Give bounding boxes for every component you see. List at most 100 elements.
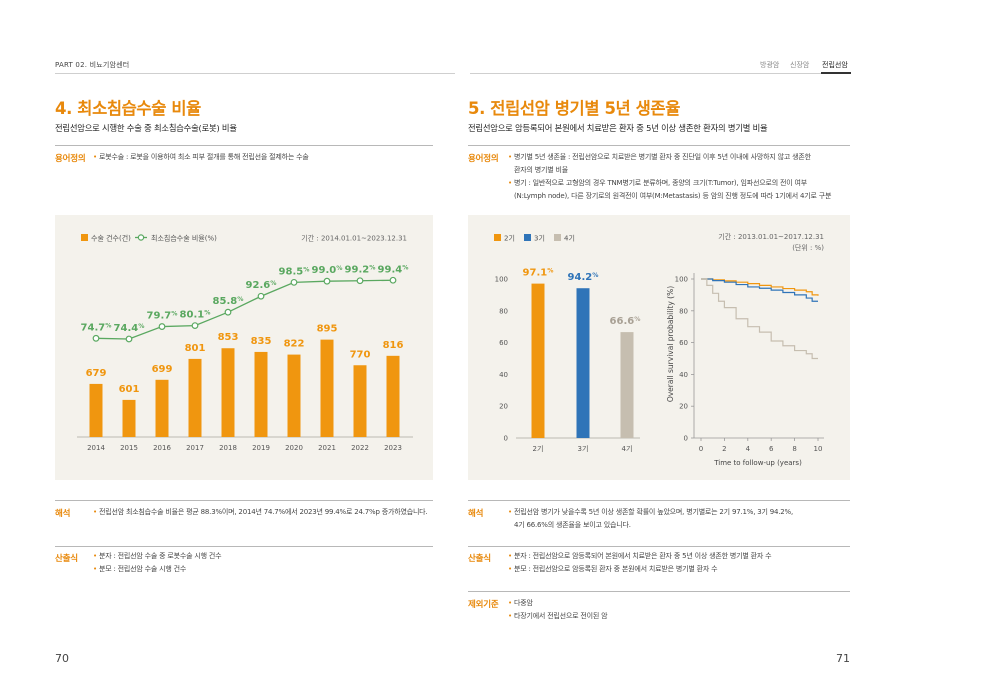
surgery-count-label: 853 — [218, 332, 239, 343]
interpretation-label-right: 해석 — [468, 509, 484, 519]
nav-active-indicator — [821, 72, 851, 74]
stage-survival-label: 97.1% — [523, 268, 554, 279]
stage-survival-label: 94.2% — [568, 272, 599, 283]
definition-line-3-right: • 병기 : 일반적으로 고형암의 경우 TNM병기로 분류하며, 종양의 크기… — [508, 179, 807, 187]
x-tick-year: 2014 — [87, 444, 105, 452]
formula-label-left: 산출식 — [55, 554, 78, 564]
chart-panel-left — [55, 215, 433, 480]
stage-survival-bar-chart: 2기 3기 4기 0 20 40 60 80 100 97.1% 2기 94.2% 3기 66.6% 4… — [494, 234, 640, 453]
interpretation-line-1-right: • 전립선암 병기가 낮을수록 5년 이상 생존할 확률이 높았으며, 병기별로… — [508, 508, 794, 516]
legend-label-count: 수술 건수(건) — [91, 234, 131, 243]
legend-swatch-stage — [554, 234, 561, 241]
mis-rate-label: 99.4% — [378, 264, 409, 275]
legend-swatch-count — [81, 234, 88, 241]
km-x-tick: 8 — [792, 445, 796, 453]
divider — [468, 591, 850, 592]
x-tick-stage: 4기 — [622, 444, 633, 453]
interpretation-label-left: 해석 — [55, 509, 71, 519]
legend-label-stage: 4기 — [564, 234, 575, 243]
interpretation-text-left: • 전립선암 최소침습수술 비율은 평균 88.3%이며, 2014년 74.7… — [93, 508, 428, 516]
y-tick-stage: 0 — [504, 435, 508, 443]
stage-survival-bar — [620, 332, 634, 438]
legend-swatch-stage — [524, 234, 531, 241]
km-survival-curve: 기간 : 2013.01.01~2017.12.31 (단위 : %) Over… — [666, 232, 824, 467]
nav-bladder[interactable]: 방광암 — [760, 61, 780, 69]
definition-line-2-right: 환자의 병기별 비율 — [514, 166, 568, 174]
mis-rate-point — [125, 335, 133, 343]
surgery-count-label: 816 — [383, 340, 404, 351]
section-title-right: 5. 전립선암 병기별 5년 생존율 — [468, 99, 680, 118]
exclusion-item-1: • 다중암 — [508, 599, 533, 607]
legend-marker-rate — [137, 234, 145, 241]
page-number-right: 71 — [836, 652, 850, 665]
km-x-tick: 4 — [746, 445, 751, 453]
mis-rate-point — [389, 276, 397, 284]
formula-line-1-left: • 분자 : 전립선암 수술 중 로봇수술 시행 건수 — [93, 552, 222, 560]
mis-rate-point — [290, 278, 298, 286]
mis-rate-label: 98.5% — [279, 266, 310, 277]
km-y-tick: 20 — [679, 403, 688, 411]
legend-swatch-stage — [494, 234, 501, 241]
surgery-chart: 수술 건수(건) 최소침습수술 비율(%) 기간 : 2014.01.01~20… — [77, 234, 413, 452]
surgery-count-label: 770 — [350, 349, 371, 360]
mis-rate-point — [323, 277, 331, 285]
definition-text-left: • 로봇수술 : 로봇을 이용하여 최소 피부 절개를 통해 전립선을 절제하는… — [93, 153, 309, 161]
stage-survival-bar — [576, 288, 590, 438]
mis-rate-point — [224, 308, 232, 316]
divider — [55, 145, 433, 146]
definition-label-left: 용어정의 — [55, 154, 86, 164]
km-y-tick: 40 — [679, 371, 688, 379]
km-x-tick: 6 — [769, 445, 774, 453]
section-subtitle-right: 전립선암으로 암등록되어 본원에서 치료받은 환자 중 5년 이상 생존한 환자… — [468, 123, 768, 133]
mis-rate-label: 74.7% — [81, 322, 112, 333]
nav-kidney[interactable]: 신장암 — [790, 61, 810, 69]
surgery-count-bar — [287, 354, 301, 437]
km-x-tick: 2 — [722, 445, 726, 453]
unit-note-right: (단위 : %) — [792, 243, 824, 252]
divider — [468, 145, 850, 146]
mis-rate-label: 74.4% — [114, 323, 145, 334]
km-y-axis-label: Overall survival probability (%) — [666, 286, 675, 402]
km-x-axis-label: Time to follow-up (years) — [713, 459, 802, 467]
mis-rate-point — [158, 323, 166, 330]
legend-label-rate: 최소침습수술 비율(%) — [151, 234, 217, 243]
surgery-count-label: 699 — [152, 364, 173, 375]
formula-line-2-left: • 분모 : 전립선암 수술 시행 건수 — [93, 565, 187, 573]
y-tick-stage: 60 — [499, 339, 508, 347]
divider — [55, 546, 433, 547]
legend-label-stage: 2기 — [504, 234, 515, 243]
surgery-count-label: 801 — [185, 343, 206, 354]
km-y-tick: 60 — [679, 339, 688, 347]
interpretation-line-2-right: 4기 66.6%의 생존율을 보이고 있습니다. — [514, 521, 631, 529]
km-y-tick: 0 — [684, 435, 688, 443]
section-subtitle-left: 전립선암으로 시행한 수술 중 최소침습수술(로봇) 비율 — [55, 123, 237, 133]
x-tick-stage: 3기 — [578, 444, 589, 453]
mis-rate-label: 80.1% — [180, 310, 211, 321]
surgery-count-label: 895 — [317, 324, 338, 335]
mis-rate-point — [257, 292, 265, 300]
surgery-count-label: 601 — [119, 384, 140, 395]
nav-prostate[interactable]: 전립선암 — [822, 61, 848, 69]
header-rule-left — [55, 73, 455, 74]
mis-rate-point — [356, 277, 364, 285]
exclusion-label: 제외기준 — [468, 600, 499, 610]
formula-line-1-right: • 분자 : 전립선암으로 암등록되어 본원에서 치료받은 환자 중 5년 이상… — [508, 552, 772, 560]
surgery-count-bar — [320, 339, 334, 437]
x-tick-year: 2015 — [120, 444, 138, 452]
x-tick-year: 2022 — [351, 444, 369, 452]
legend-label-stage: 3기 — [534, 234, 545, 243]
x-tick-year: 2017 — [186, 444, 204, 452]
mis-rate-line — [95, 279, 394, 340]
x-tick-year: 2018 — [219, 444, 237, 452]
km-y-tick: 80 — [679, 307, 688, 315]
surgery-count-bar — [254, 351, 268, 437]
km-x-tick: 0 — [699, 445, 703, 453]
surgery-count-label: 679 — [86, 368, 107, 379]
exclusion-item-2: • 타장기에서 전립선으로 전이된 암 — [508, 612, 608, 620]
surgery-count-bar — [386, 355, 400, 437]
surgery-count-bar — [353, 365, 367, 437]
surgery-count-bar — [155, 379, 169, 437]
surgery-count-label: 822 — [284, 339, 305, 350]
x-tick-year: 2019 — [252, 444, 270, 452]
km-curve-4기 — [701, 278, 818, 360]
